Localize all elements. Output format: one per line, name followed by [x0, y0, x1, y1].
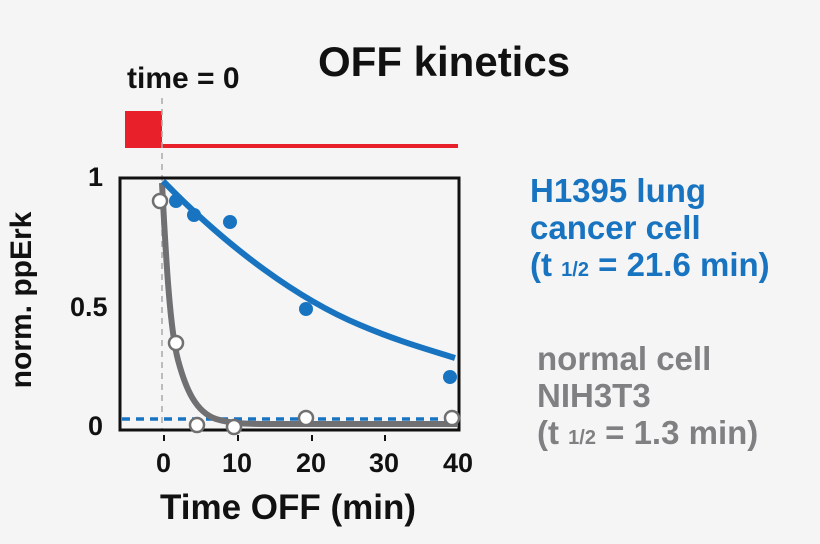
legend-normal-line1: normal cell — [537, 340, 712, 377]
legend-normal-line2: NIH3T3 — [537, 377, 651, 414]
y-tick-0.5: 0.5 — [70, 292, 108, 322]
legend-cancer-line2: cancer cell — [530, 209, 701, 246]
cancer-cell-points — [169, 194, 457, 384]
stimulus-on-block — [125, 111, 162, 148]
y-tick-1: 1 — [88, 162, 104, 192]
x-tick-30: 30 — [369, 448, 400, 478]
legend-cancer-line1: H1395 lung — [530, 172, 707, 209]
time-zero-annotation: time = 0 — [127, 62, 240, 95]
x-axis-label: Time OFF (min) — [160, 488, 417, 527]
x-tick-20: 20 — [296, 448, 327, 478]
x-tick-40: 40 — [443, 448, 474, 478]
normal-cell-points — [151, 192, 461, 436]
legend-normal-half-life: (t 1/2 = 1.3 min) — [537, 414, 759, 451]
y-tick-0: 0 — [88, 411, 104, 441]
legend-normal-cell: normal cell NIH3T3 (t 1/2 = 1.3 min) — [537, 340, 758, 457]
chart-title: OFF kinetics — [318, 38, 571, 85]
x-tick-10: 10 — [222, 448, 253, 478]
legend-cancer-cell: H1395 lung cancer cell (t 1/2 = 21.6 min… — [530, 172, 770, 289]
x-tick-0: 0 — [156, 448, 172, 478]
plot-frame — [118, 176, 461, 432]
cancer-cell-fit-curve — [160, 178, 456, 361]
legend-cancer-half-life: (t 1/2 = 21.6 min) — [530, 246, 770, 283]
x-axis-ticks — [163, 435, 386, 441]
y-axis-label: norm. ppErk — [5, 211, 38, 389]
